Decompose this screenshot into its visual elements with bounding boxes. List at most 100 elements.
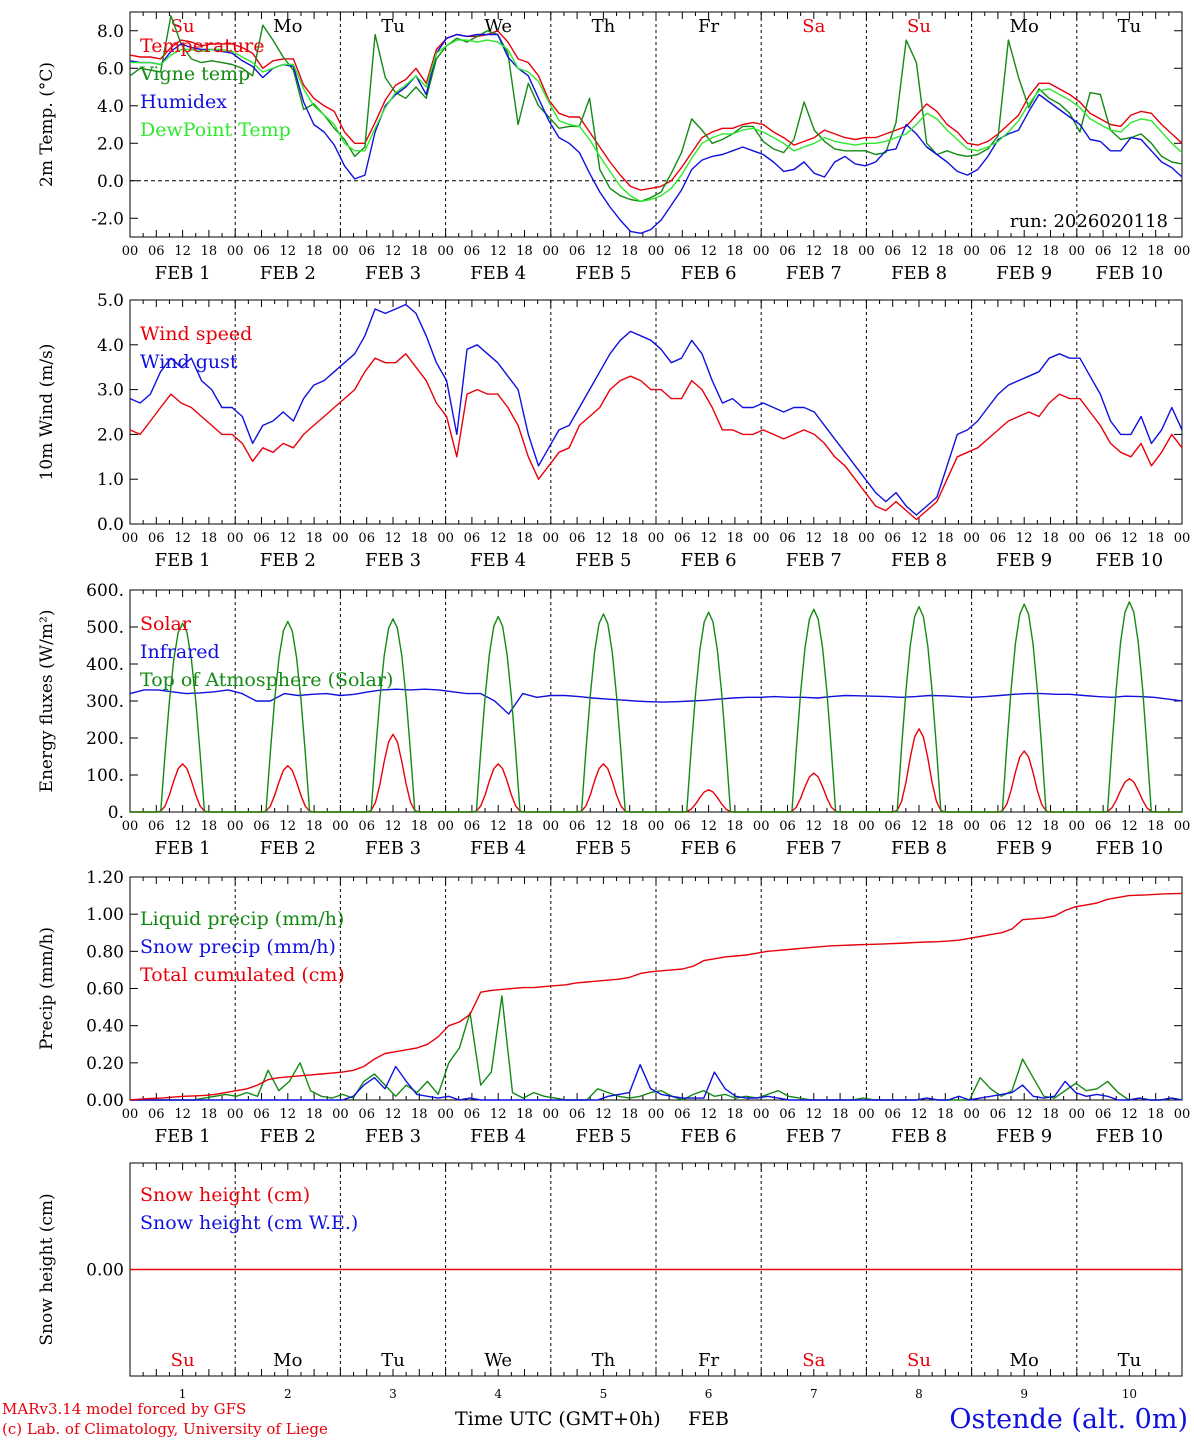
- legend-entry: Temperature: [140, 35, 264, 57]
- hour-tick-label: 12: [700, 1107, 717, 1122]
- day-number-label: 3: [389, 1387, 397, 1401]
- hour-tick-label: 12: [911, 531, 928, 546]
- hour-tick-label: 12: [280, 531, 297, 546]
- hour-tick-label: 12: [385, 244, 402, 259]
- y-axis-label: 10m Wind (m/s): [37, 344, 57, 481]
- hour-tick-label: 00: [1174, 819, 1191, 834]
- hour-tick-label: 00: [332, 531, 349, 546]
- legend-entry: Wind gust: [140, 351, 238, 373]
- hour-tick-label: 06: [358, 531, 375, 546]
- hour-tick-label: 00: [332, 244, 349, 259]
- hour-tick-label: 12: [490, 244, 507, 259]
- hour-tick-label: 06: [990, 819, 1007, 834]
- date-label: FEB 9: [996, 263, 1052, 284]
- date-label: FEB 7: [786, 1126, 842, 1147]
- day-of-week-label: Mo: [273, 16, 302, 37]
- hour-tick-label: 06: [779, 244, 796, 259]
- hour-tick-label: 18: [411, 531, 428, 546]
- hour-tick-label: 00: [753, 1107, 770, 1122]
- hour-tick-label: 18: [832, 819, 849, 834]
- hour-tick-label: 06: [569, 1107, 586, 1122]
- y-tick-label: 5.0: [97, 291, 124, 311]
- hour-tick-label: 00: [543, 819, 560, 834]
- y-tick-label: 0.80: [86, 942, 124, 962]
- y-tick-label: 0.0: [97, 172, 124, 192]
- hour-tick-label: 12: [385, 819, 402, 834]
- y-tick-label: 3.0: [97, 381, 124, 401]
- hour-tick-label: 06: [1095, 819, 1112, 834]
- hour-tick-label: 12: [595, 531, 612, 546]
- hour-tick-label: 00: [227, 819, 244, 834]
- legend-entry: Infrared: [140, 641, 220, 663]
- hour-tick-label: 12: [1016, 1107, 1033, 1122]
- hour-tick-label: 06: [253, 531, 270, 546]
- series-line-temperature: [129, 30, 1183, 191]
- hour-tick-label: 00: [753, 819, 770, 834]
- hour-tick-label: 00: [1069, 1107, 1086, 1122]
- date-label: FEB 9: [996, 1126, 1052, 1147]
- day-of-week-label: Mo: [1010, 16, 1039, 37]
- hour-tick-label: 12: [1016, 244, 1033, 259]
- hour-tick-label: 18: [621, 244, 638, 259]
- plot-frame-wind: [129, 299, 1183, 525]
- day-number-label: 10: [1122, 1387, 1137, 1401]
- day-number-label: 8: [915, 1387, 923, 1401]
- hour-tick-label: 00: [648, 531, 665, 546]
- hour-tick-label: 12: [1016, 819, 1033, 834]
- date-label: FEB 9: [996, 838, 1052, 859]
- hour-tick-label: 12: [174, 819, 191, 834]
- hour-tick-label: 00: [1174, 531, 1191, 546]
- hour-tick-label: 18: [411, 819, 428, 834]
- hour-tick-label: 18: [832, 1107, 849, 1122]
- hour-tick-label: 00: [543, 1107, 560, 1122]
- date-label: FEB 5: [575, 263, 631, 284]
- date-label: FEB 4: [470, 1126, 526, 1147]
- day-of-week-label: Th: [592, 16, 616, 37]
- hour-tick-label: 18: [1147, 1107, 1164, 1122]
- hour-tick-label: 12: [806, 531, 823, 546]
- day-of-week-label: Fr: [698, 16, 719, 37]
- hour-tick-label: 18: [306, 531, 323, 546]
- hour-tick-label: 12: [174, 1107, 191, 1122]
- date-label: FEB 10: [1096, 550, 1163, 571]
- hour-tick-label: 06: [674, 1107, 691, 1122]
- y-tick-label: 2.0: [97, 134, 124, 154]
- day-of-week-label: Fr: [698, 1350, 719, 1371]
- legend-entry: Wind speed: [140, 323, 252, 345]
- date-label: FEB 4: [470, 838, 526, 859]
- hour-tick-label: 12: [595, 244, 612, 259]
- series-line-wind-gust: [129, 303, 1183, 516]
- hour-tick-label: 06: [148, 1107, 165, 1122]
- hour-tick-label: 18: [621, 1107, 638, 1122]
- hour-tick-label: 12: [1121, 1107, 1138, 1122]
- day-number-label: 5: [600, 1387, 608, 1401]
- hour-tick-label: 06: [253, 244, 270, 259]
- date-label: FEB 8: [891, 838, 947, 859]
- hour-tick-label: 00: [227, 244, 244, 259]
- date-label: FEB 6: [681, 838, 737, 859]
- hour-tick-label: 12: [1121, 819, 1138, 834]
- legend-entry: Liquid precip (mm/h): [140, 908, 344, 930]
- date-label: FEB 1: [155, 550, 211, 571]
- hour-tick-label: 18: [201, 244, 218, 259]
- day-number-label: 6: [705, 1387, 713, 1401]
- hour-tick-label: 12: [1121, 244, 1138, 259]
- date-label: FEB 1: [155, 1126, 211, 1147]
- date-label: FEB 10: [1096, 838, 1163, 859]
- hour-tick-label: 00: [963, 1107, 980, 1122]
- y-axis-label: Snow height (cm): [37, 1193, 57, 1345]
- hour-tick-label: 12: [911, 1107, 928, 1122]
- station-name: Ostende (alt. 0m): [949, 1404, 1188, 1435]
- hour-tick-label: 00: [753, 531, 770, 546]
- hour-tick-label: 06: [884, 819, 901, 834]
- y-tick-label: -2.0: [91, 209, 124, 229]
- hour-tick-label: 18: [621, 531, 638, 546]
- hour-tick-label: 06: [464, 819, 481, 834]
- date-label: FEB 5: [575, 838, 631, 859]
- hour-tick-label: 06: [253, 819, 270, 834]
- hour-tick-label: 18: [201, 819, 218, 834]
- date-label: FEB 3: [365, 838, 421, 859]
- day-of-week-label: Su: [907, 1350, 931, 1371]
- hour-tick-label: 06: [884, 244, 901, 259]
